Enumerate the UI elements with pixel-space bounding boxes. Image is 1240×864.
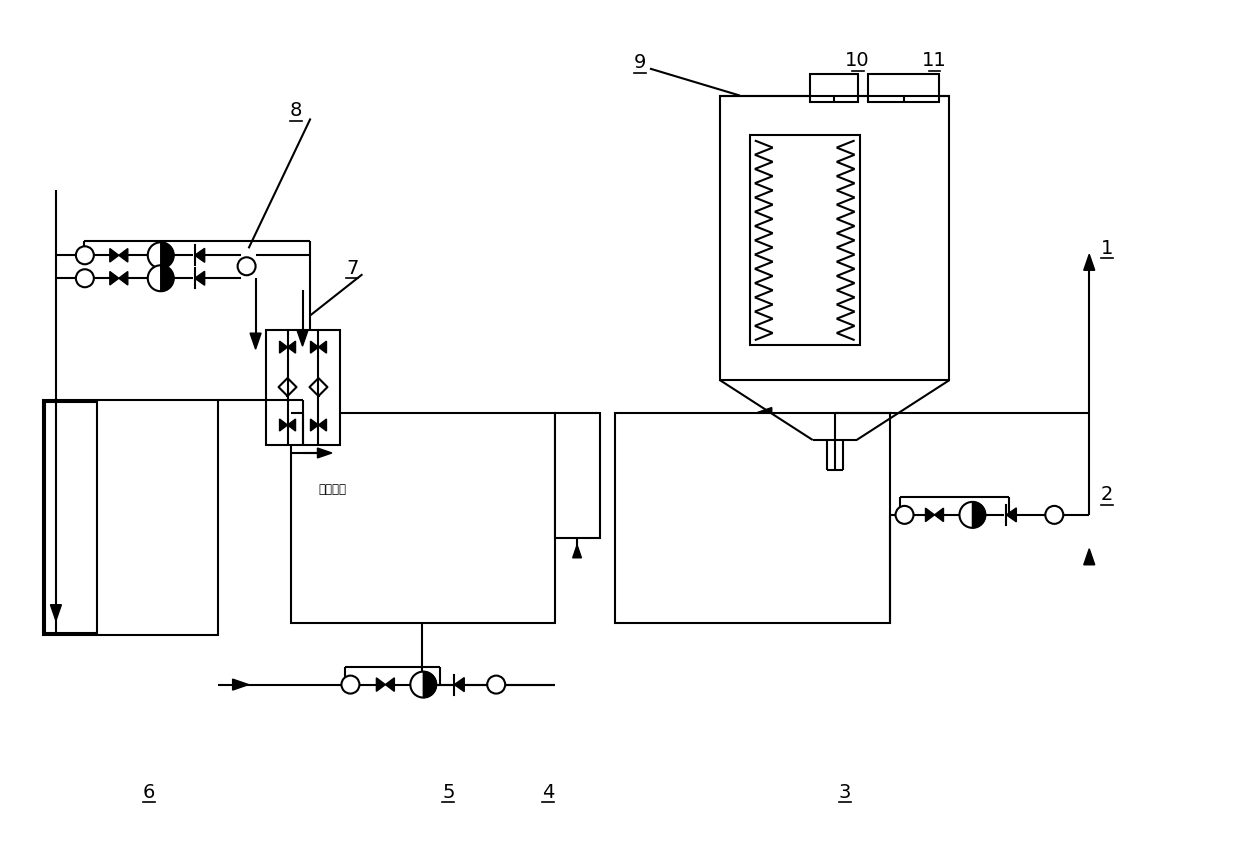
Text: 5: 5 [441, 783, 455, 802]
Text: 11: 11 [923, 51, 947, 70]
Polygon shape [386, 678, 394, 691]
Wedge shape [972, 502, 986, 528]
Polygon shape [1084, 549, 1095, 565]
Circle shape [76, 270, 94, 287]
Polygon shape [377, 678, 386, 691]
Wedge shape [161, 265, 174, 291]
Polygon shape [233, 679, 248, 690]
Circle shape [895, 506, 914, 524]
Polygon shape [119, 271, 128, 285]
Bar [265, 330, 341, 445]
Circle shape [148, 242, 174, 268]
Polygon shape [110, 249, 119, 262]
Text: 9: 9 [634, 53, 646, 72]
Bar [615, 413, 889, 623]
Circle shape [238, 257, 255, 276]
Polygon shape [195, 271, 205, 285]
Text: 高位连通: 高位连通 [319, 483, 346, 497]
Wedge shape [161, 242, 174, 268]
Polygon shape [250, 334, 262, 349]
Polygon shape [925, 508, 935, 522]
Bar [750, 136, 859, 345]
Text: 10: 10 [846, 51, 870, 70]
Text: 6: 6 [143, 783, 155, 802]
Bar [290, 413, 556, 623]
Circle shape [960, 502, 986, 528]
Polygon shape [279, 419, 288, 431]
Polygon shape [279, 341, 288, 353]
Wedge shape [423, 671, 436, 697]
Bar [45, 402, 97, 632]
Polygon shape [319, 419, 326, 431]
Polygon shape [1084, 254, 1095, 270]
Circle shape [341, 676, 360, 694]
Circle shape [487, 676, 505, 694]
Polygon shape [317, 448, 332, 458]
Bar [810, 73, 858, 102]
Bar [868, 73, 940, 102]
Text: 3: 3 [838, 783, 851, 802]
Polygon shape [51, 605, 62, 620]
Polygon shape [288, 341, 295, 353]
Polygon shape [119, 249, 128, 262]
Polygon shape [298, 330, 308, 346]
Bar [556, 413, 600, 537]
Polygon shape [454, 677, 464, 691]
Text: 2: 2 [1101, 486, 1114, 505]
Text: 8: 8 [289, 101, 301, 120]
Circle shape [410, 671, 436, 697]
Polygon shape [756, 408, 771, 418]
Text: 4: 4 [542, 783, 554, 802]
Bar [720, 96, 950, 380]
Polygon shape [935, 508, 944, 522]
Circle shape [1045, 506, 1063, 524]
Polygon shape [319, 341, 326, 353]
Polygon shape [288, 419, 295, 431]
Text: 1: 1 [1101, 238, 1114, 257]
Polygon shape [1007, 508, 1017, 522]
Circle shape [148, 265, 174, 291]
Circle shape [76, 246, 94, 264]
Polygon shape [310, 341, 319, 353]
Polygon shape [195, 248, 205, 263]
Polygon shape [310, 419, 319, 431]
Text: 7: 7 [346, 258, 358, 277]
Polygon shape [573, 545, 582, 558]
Bar [43, 400, 218, 635]
Polygon shape [110, 271, 119, 285]
